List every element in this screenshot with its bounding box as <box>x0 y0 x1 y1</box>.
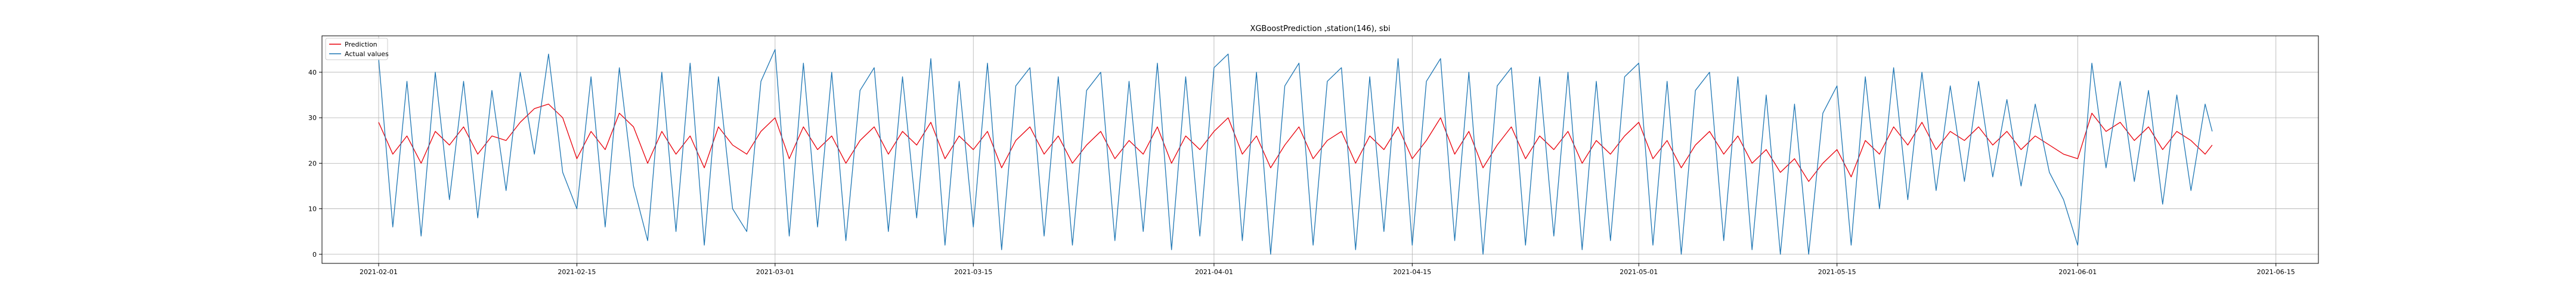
y-tick-label: 30 <box>308 114 317 122</box>
chart-title: XGBoostPrediction ,station(146), sbi <box>1250 24 1390 33</box>
legend-label-actual-values: Actual values <box>345 50 389 58</box>
x-tick-label: 2021-04-01 <box>1195 268 1233 276</box>
x-axis: 2021-02-01 2021-02-15 2021-03-01 2021-03-15… <box>360 263 2295 276</box>
series-line-actual-values <box>378 49 2213 255</box>
legend-label-prediction: Prediction <box>345 41 377 48</box>
axes-frame <box>321 35 2319 264</box>
x-tick-label: 2021-03-15 <box>954 268 992 276</box>
y-axis: 0 10 20 30 40 <box>308 69 322 259</box>
x-tick-label: 2021-05-15 <box>1818 268 1856 276</box>
y-tick-label: 40 <box>308 69 317 76</box>
x-tick-label: 2021-06-01 <box>2058 268 2097 276</box>
legend: Prediction Actual values <box>325 38 389 60</box>
x-tick-label: 2021-02-15 <box>558 268 596 276</box>
y-tick-label: 0 <box>312 251 317 259</box>
x-tick-label: 2021-02-01 <box>360 268 398 276</box>
series-lines <box>378 49 2213 255</box>
y-tick-label: 20 <box>308 159 317 167</box>
x-tick-label: 2021-03-01 <box>756 268 794 276</box>
legend-box <box>325 38 388 60</box>
series-line-prediction <box>378 103 2213 182</box>
x-tick-label: 2021-05-01 <box>1620 268 1658 276</box>
y-tick-label: 10 <box>308 205 317 213</box>
x-tick-label: 2021-04-15 <box>1393 268 1431 276</box>
x-tick-label: 2021-06-15 <box>2257 268 2295 276</box>
